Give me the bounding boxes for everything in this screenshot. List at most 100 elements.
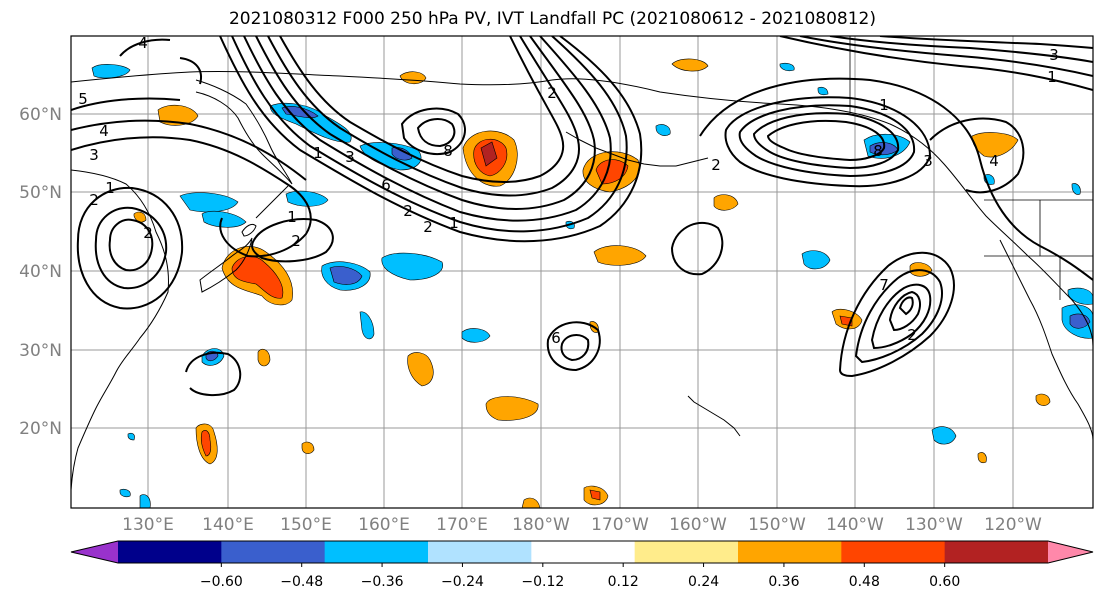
contour-label: 4 (99, 122, 109, 140)
longitude-labels: 130°E 140°E 150°E 160°E 170°E 180°W 170°W 160°W… (122, 515, 1042, 535)
colorbar-tick-label: 0.36 (768, 574, 799, 590)
contour-label: 8 (443, 142, 453, 160)
colorbar-segment (324, 541, 429, 563)
north-america-coast (999, 239, 1093, 441)
contour-label: 1 (1047, 68, 1057, 86)
contour-label: 1 (879, 96, 889, 114)
longitude-label: 130°W (905, 515, 963, 535)
contour-line (752, 112, 900, 170)
contour-line (888, 290, 921, 332)
contour-line (71, 97, 181, 111)
contour-line (400, 107, 466, 156)
contour-label: 1 (449, 214, 459, 232)
contour-label: 1 (105, 179, 115, 197)
colorbar-tick-label: −0.12 (521, 574, 564, 590)
colorbar-tick-label: −0.48 (280, 574, 323, 590)
contour-label: 3 (1049, 46, 1059, 64)
japan-island (241, 223, 257, 237)
longitude-label: 140°E (202, 515, 254, 535)
colorbar-segment (738, 541, 842, 563)
kuril-islands (255, 185, 289, 219)
contour-label: 2 (89, 191, 99, 209)
pv-positive-region (671, 58, 709, 72)
contour-line (670, 221, 724, 276)
pv-negative-region (817, 86, 829, 96)
contour-label: 2 (711, 156, 721, 174)
colorbar-segment (118, 541, 222, 563)
contour-line (829, 36, 1093, 63)
pv-positive-region (713, 194, 739, 211)
contour-line (929, 117, 1025, 194)
pv-negative-region (779, 62, 795, 72)
colorbar-outline (70, 540, 1094, 564)
pv-negative-core (391, 147, 413, 161)
pv-positive-region (1035, 393, 1051, 406)
latitude-label: 40°N (19, 262, 62, 282)
contour-label: 2 (143, 224, 153, 242)
contour-line (699, 77, 1093, 281)
pv-negative-region (127, 432, 135, 441)
colorbar-segment (221, 541, 326, 563)
contour-line (231, 36, 628, 233)
longitude-label: 150°E (280, 515, 332, 535)
colorbar-tick-label: 0.60 (929, 574, 960, 590)
longitude-label: 170°E (436, 515, 488, 535)
pv-negative-region (201, 210, 247, 228)
pv-positive-core (589, 489, 601, 501)
latitude-label: 20°N (19, 419, 62, 439)
contour-line (76, 186, 184, 310)
pv-positive-region (301, 441, 315, 454)
pv-positive-region (593, 245, 647, 266)
contour-line (251, 218, 334, 263)
contour-line (560, 334, 590, 362)
contour-line (838, 251, 955, 378)
contour-label: 2 (547, 84, 557, 102)
pv-positive-core (480, 141, 498, 167)
contour-line (243, 36, 612, 222)
contour-line (416, 118, 456, 148)
longitude-label: 170°W (591, 515, 649, 535)
contour-line (799, 36, 1093, 77)
colorbar-extension-max (1048, 541, 1093, 563)
pv-negative-region (931, 426, 957, 445)
ivt-contours (71, 36, 1093, 396)
longitude-label: 120°W (984, 515, 1042, 535)
aleutian-islands (565, 131, 709, 167)
colorbar-tick-label: −0.60 (200, 574, 243, 590)
contour-label: 1 (313, 144, 323, 162)
contour-line (71, 136, 312, 258)
pv-positive-region (257, 348, 271, 367)
contour-line (766, 119, 886, 162)
pv-negative-region (801, 250, 831, 270)
contour-label: 5 (78, 90, 88, 108)
pv-negative-region (91, 64, 131, 79)
contour-label: 4 (989, 152, 999, 170)
contour-line (119, 38, 171, 57)
pv-negative-region (381, 252, 443, 281)
pv-positive-region (521, 497, 541, 508)
colorbar-segment (841, 541, 946, 563)
latitude-label: 30°N (19, 341, 62, 361)
pv-positive-region (407, 352, 434, 387)
pv-negative-region (655, 124, 671, 136)
latitude-label: 60°N (19, 105, 62, 125)
contour-line (71, 119, 307, 181)
colorbar-tick-label: 0.48 (849, 574, 880, 590)
contour-line (255, 36, 596, 210)
colorbar-segment (944, 541, 1049, 563)
longitude-label: 150°W (748, 515, 806, 535)
contour-label: 2 (423, 218, 433, 236)
longitude-label: 160°W (669, 515, 727, 535)
colorbar-tick-label: −0.36 (361, 574, 404, 590)
pv-negative-region (179, 192, 239, 213)
contour-label: 3 (89, 146, 99, 164)
contour-label: 8 (873, 142, 883, 160)
hawaii-islands (687, 395, 741, 437)
colorbar-tick-label: 0.24 (688, 574, 719, 590)
contour-line (279, 36, 565, 183)
contour-line (108, 218, 154, 272)
contour-label: 4 (138, 34, 148, 52)
pv-negative-region (461, 328, 491, 343)
pv-positive-region (157, 104, 199, 126)
